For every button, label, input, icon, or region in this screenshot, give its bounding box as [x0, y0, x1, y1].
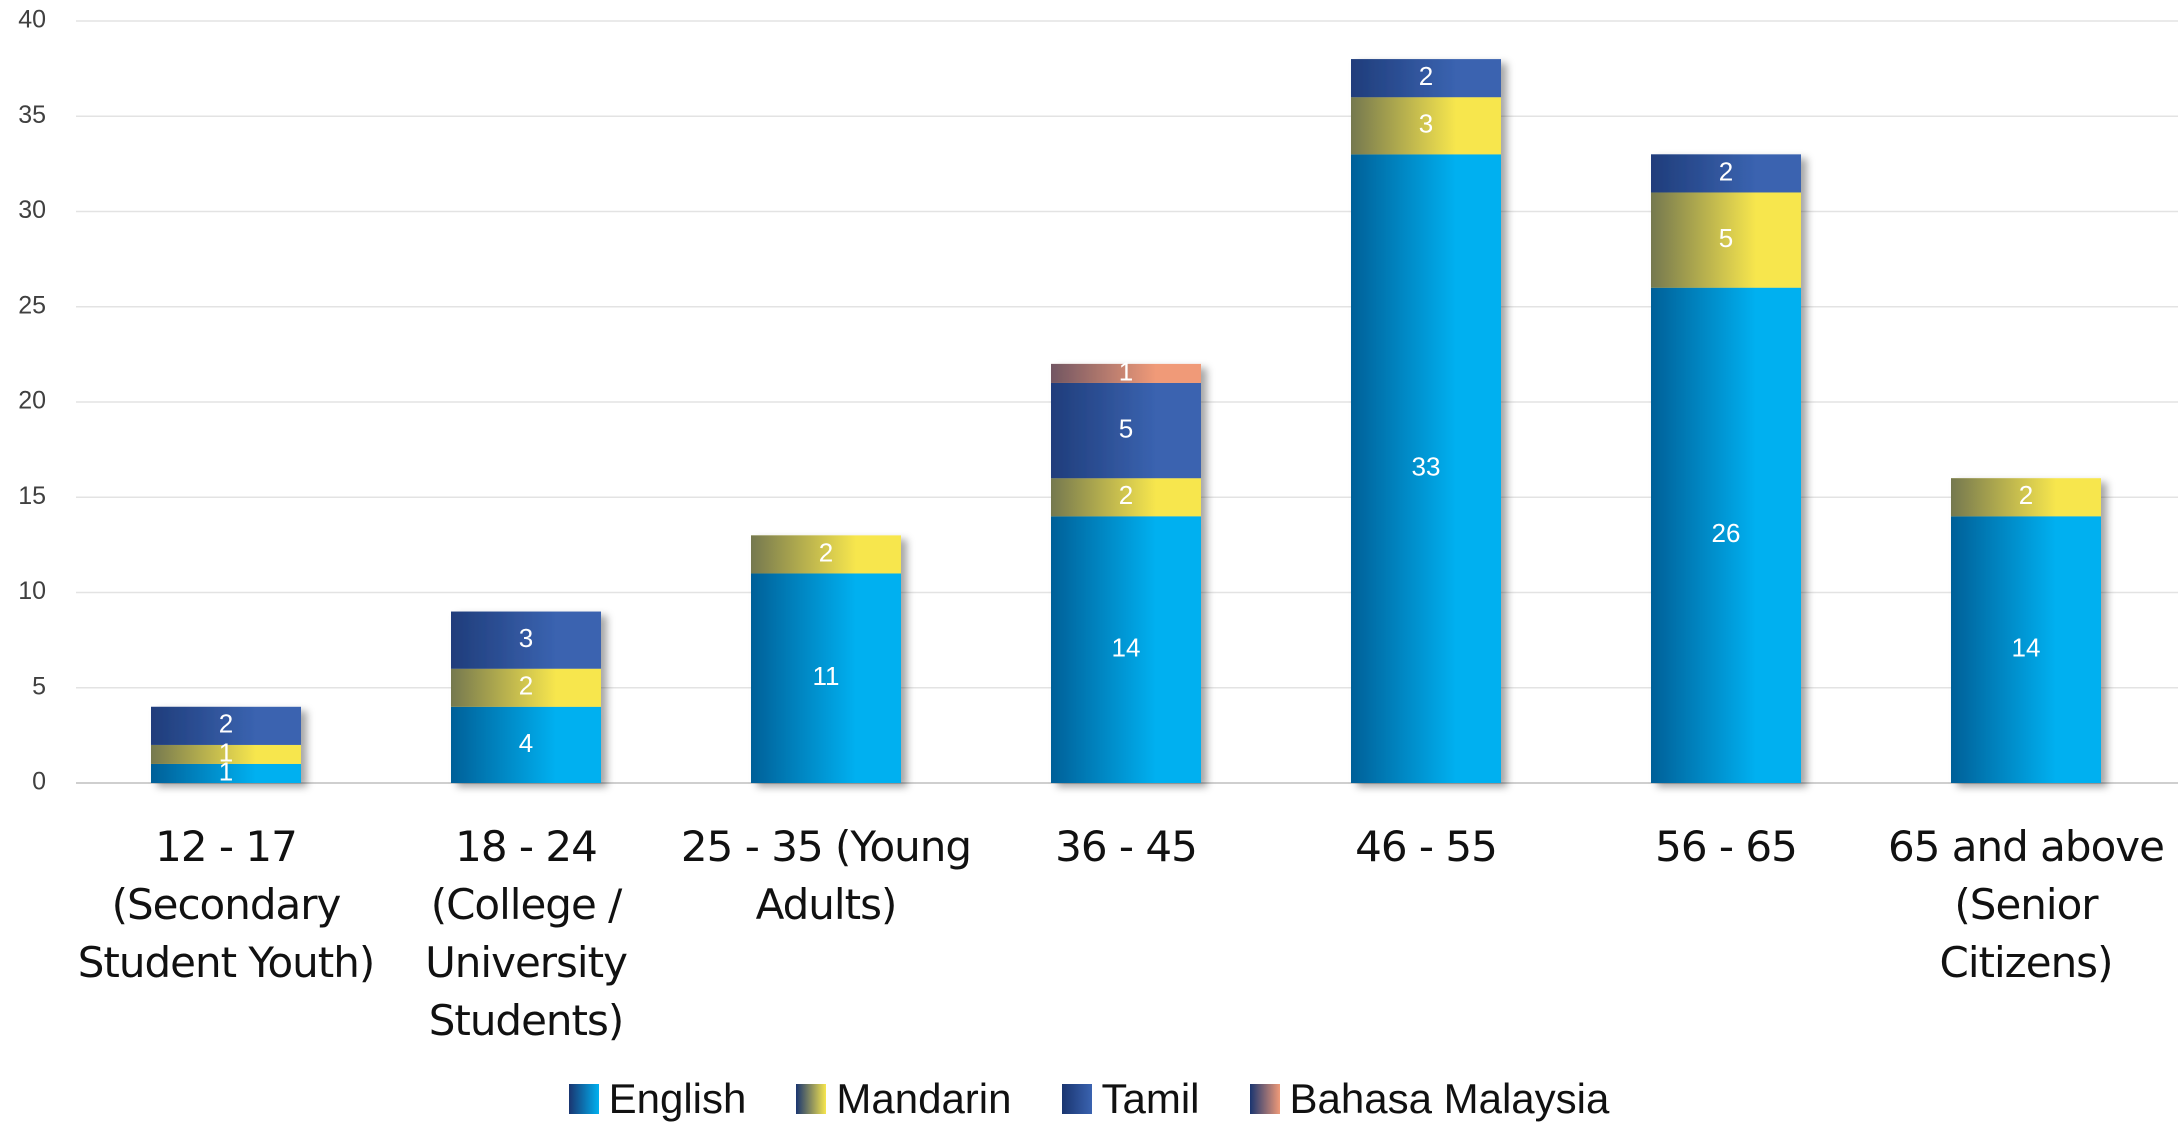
legend-swatch	[1061, 1084, 1092, 1114]
data-label: 2	[819, 537, 833, 567]
y-tick-label: 40	[18, 6, 46, 34]
legend-item: Mandarin	[796, 1075, 1012, 1123]
bar-shade	[151, 763, 301, 783]
data-label: 3	[519, 623, 533, 653]
y-tick-label: 10	[18, 577, 46, 605]
bar-shade	[1051, 478, 1201, 517]
data-label: 26	[1712, 518, 1741, 548]
legend-swatch	[1249, 1084, 1280, 1114]
bar-stack	[151, 706, 301, 783]
x-tick-label: 12 - 17 (Secondary Student Youth)	[77, 822, 376, 987]
x-tick-label: 65 and above (Senior Citizens)	[1888, 822, 2165, 987]
bar-shade	[451, 668, 601, 707]
bar-shade	[451, 611, 601, 669]
data-label: 14	[1112, 633, 1141, 663]
bar-shade	[1951, 516, 2101, 783]
bar-stack	[1651, 154, 1801, 783]
bar-shade	[1051, 363, 1201, 383]
data-label: 2	[519, 671, 533, 701]
x-tick-label: 46 - 55	[1355, 822, 1498, 871]
bar-shade	[1351, 154, 1501, 784]
y-tick-label: 25	[18, 291, 46, 319]
x-tick-label: 56 - 65	[1655, 822, 1798, 871]
bar-shade	[451, 706, 601, 783]
bar-stack	[751, 535, 901, 783]
bar-shade	[151, 744, 301, 764]
legend-label: English	[608, 1075, 747, 1122]
bar-shade	[1651, 287, 1801, 783]
legend-swatch	[568, 1084, 599, 1114]
bar-shade	[1651, 154, 1801, 193]
legend-item: Bahasa Malaysia	[1249, 1075, 1610, 1123]
data-label: 2	[219, 709, 233, 739]
y-tick-label: 0	[32, 768, 46, 796]
bar-stack	[451, 611, 601, 783]
bar-stack	[1051, 363, 1201, 783]
y-tick-label: 30	[18, 196, 46, 224]
data-label: 14	[2012, 633, 2041, 663]
bar-shade	[1051, 516, 1201, 783]
data-label: 4	[519, 728, 533, 758]
data-label: 1	[219, 737, 233, 767]
bar-shade	[1351, 59, 1501, 98]
y-tick-label: 35	[18, 101, 46, 129]
data-label: 2	[1119, 480, 1133, 510]
data-label: 5	[1119, 413, 1133, 443]
bar-shade	[751, 573, 901, 783]
legend: English Mandarin Tamil Bahasa Malaysia	[0, 1075, 2178, 1123]
data-label: 1	[219, 756, 233, 786]
bar-shade	[151, 706, 301, 745]
data-label: 11	[813, 661, 840, 691]
data-label: 3	[1419, 109, 1433, 139]
y-tick-label: 20	[18, 387, 46, 415]
data-label: 2	[2019, 480, 2033, 510]
data-label: 33	[1412, 452, 1441, 482]
bar-shade	[1951, 478, 2101, 517]
data-label: 2	[1719, 156, 1733, 186]
bar-shade	[1651, 192, 1801, 288]
legend-item: English	[568, 1075, 747, 1123]
y-tick-label: 5	[32, 672, 46, 700]
bar-shade	[1351, 97, 1501, 155]
bar-stack	[1351, 59, 1501, 784]
x-tick-label: 36 - 45	[1055, 822, 1198, 871]
bar-shade	[751, 535, 901, 574]
bar-shade	[1051, 382, 1201, 479]
legend-item: Tamil	[1061, 1075, 1200, 1123]
bar-stack	[1951, 478, 2101, 783]
data-label: 5	[1719, 223, 1733, 253]
x-tick-label: 25 - 35 (Young Adults)	[680, 822, 972, 929]
x-tick-label: 18 - 24 (College / University Students)	[425, 822, 628, 1045]
data-label: 2	[1419, 61, 1433, 91]
legend-label: Mandarin	[836, 1075, 1012, 1122]
legend-label: Bahasa Malaysia	[1289, 1075, 1610, 1122]
data-label: 1	[1119, 356, 1133, 386]
y-tick-label: 15	[18, 482, 46, 510]
legend-swatch	[796, 1084, 827, 1114]
legend-label: Tamil	[1101, 1075, 1200, 1122]
